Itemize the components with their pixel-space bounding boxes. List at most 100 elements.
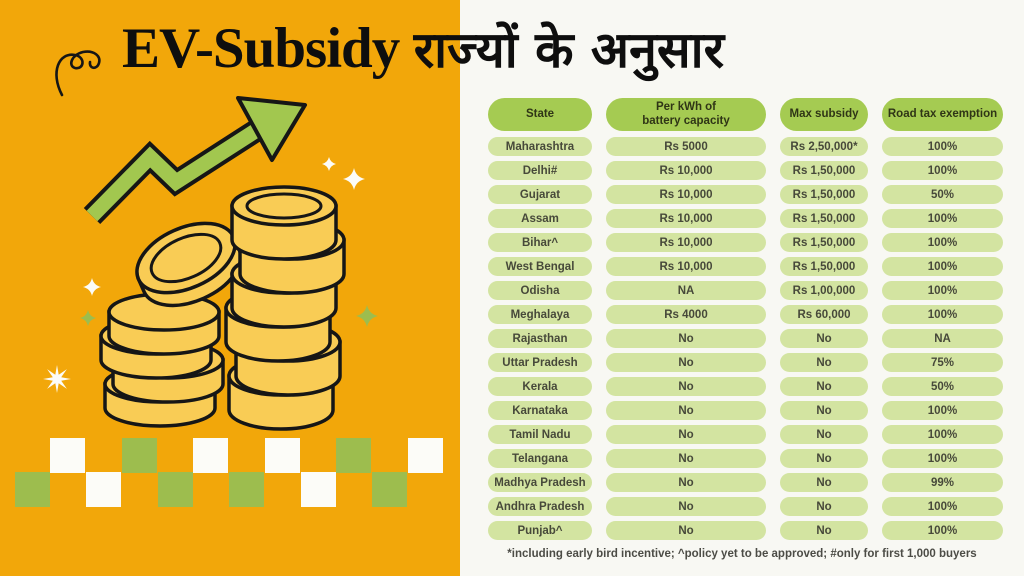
tilted-coin bbox=[135, 221, 243, 308]
table-row: Punjab^ No No 100% bbox=[488, 521, 1003, 540]
column-header: Road tax exemption bbox=[882, 98, 1003, 131]
value-cell: Rs 10,000 bbox=[606, 161, 766, 180]
value-cell: No bbox=[606, 377, 766, 396]
table-body: Maharashtra Rs 5000 Rs 2,50,000* 100% Delhi#… bbox=[488, 137, 1003, 540]
state-cell: West Bengal bbox=[488, 257, 592, 276]
value-cell: Rs 10,000 bbox=[606, 233, 766, 252]
state-cell: Uttar Pradesh bbox=[488, 353, 592, 372]
checker-square bbox=[301, 472, 336, 507]
value-cell: 100% bbox=[882, 401, 1003, 420]
page-title: EV-Subsidy राज्यों के अनुसार bbox=[122, 12, 724, 100]
value-cell: No bbox=[780, 473, 868, 492]
value-cell: No bbox=[606, 353, 766, 372]
title-hindi: राज्यों के अनुसार bbox=[413, 21, 725, 79]
value-cell: NA bbox=[882, 329, 1003, 348]
subsidy-table: State Per kWh of battery capacity Max subs… bbox=[488, 98, 1003, 545]
table-header-row: State Per kWh of battery capacity Max subs… bbox=[488, 98, 1003, 131]
value-cell: No bbox=[780, 377, 868, 396]
checker-square bbox=[158, 472, 193, 507]
checker-square bbox=[265, 438, 300, 473]
column-header: Max subsidy bbox=[780, 98, 868, 131]
value-cell: 100% bbox=[882, 425, 1003, 444]
table-row: Bihar^ Rs 10,000 Rs 1,50,000 100% bbox=[488, 233, 1003, 252]
state-cell: Assam bbox=[488, 209, 592, 228]
table-row: Delhi# Rs 10,000 Rs 1,50,000 100% bbox=[488, 161, 1003, 180]
sparkle-icon bbox=[80, 310, 96, 326]
value-cell: 100% bbox=[882, 233, 1003, 252]
title-english: EV-Subsidy bbox=[122, 17, 400, 80]
value-cell: Rs 1,50,000 bbox=[780, 185, 868, 204]
state-cell: Kerala bbox=[488, 377, 592, 396]
value-cell: Rs 1,50,000 bbox=[780, 209, 868, 228]
value-cell: 100% bbox=[882, 137, 1003, 156]
value-cell: 99% bbox=[882, 473, 1003, 492]
state-cell: Madhya Pradesh bbox=[488, 473, 592, 492]
value-cell: No bbox=[606, 497, 766, 516]
value-cell: 50% bbox=[882, 377, 1003, 396]
growth-arrow-icon bbox=[83, 96, 307, 225]
value-cell: Rs 1,50,000 bbox=[780, 257, 868, 276]
value-cell: 75% bbox=[882, 353, 1003, 372]
value-cell: No bbox=[606, 401, 766, 420]
checker-square bbox=[408, 438, 443, 473]
value-cell: No bbox=[606, 449, 766, 468]
checker-square bbox=[372, 472, 407, 507]
checker-square bbox=[122, 438, 157, 473]
coins-illustration bbox=[43, 50, 378, 431]
value-cell: NA bbox=[606, 281, 766, 300]
value-cell: Rs 10,000 bbox=[606, 209, 766, 228]
value-cell: Rs 10,000 bbox=[606, 185, 766, 204]
value-cell: 100% bbox=[882, 497, 1003, 516]
left-coin-stack bbox=[99, 292, 225, 428]
table-row: West Bengal Rs 10,000 Rs 1,50,000 100% bbox=[488, 257, 1003, 276]
column-header: Per kWh of battery capacity bbox=[606, 98, 766, 131]
state-cell: Telangana bbox=[488, 449, 592, 468]
value-cell: No bbox=[780, 425, 868, 444]
value-cell: 100% bbox=[882, 209, 1003, 228]
sparkle-icon bbox=[322, 157, 336, 171]
value-cell: 100% bbox=[882, 257, 1003, 276]
checker-square bbox=[86, 472, 121, 507]
value-cell: No bbox=[606, 425, 766, 444]
table-row: Madhya Pradesh No No 99% bbox=[488, 473, 1003, 492]
value-cell: 100% bbox=[882, 305, 1003, 324]
value-cell: No bbox=[780, 521, 868, 540]
value-cell: Rs 60,000 bbox=[780, 305, 868, 324]
starburst-icon bbox=[43, 365, 71, 393]
table-row: Gujarat Rs 10,000 Rs 1,50,000 50% bbox=[488, 185, 1003, 204]
table-footnote: *including early bird incentive; ^policy… bbox=[507, 548, 977, 560]
value-cell: Rs 1,50,000 bbox=[780, 233, 868, 252]
table-row: Meghalaya Rs 4000 Rs 60,000 100% bbox=[488, 305, 1003, 324]
right-coin-stack bbox=[224, 185, 346, 431]
value-cell: 100% bbox=[882, 449, 1003, 468]
column-header: State bbox=[488, 98, 592, 131]
state-cell: Punjab^ bbox=[488, 521, 592, 540]
value-cell: Rs 2,50,000* bbox=[780, 137, 868, 156]
value-cell: 50% bbox=[882, 185, 1003, 204]
state-cell: Meghalaya bbox=[488, 305, 592, 324]
sparkle-icon bbox=[83, 278, 101, 296]
state-cell: Rajasthan bbox=[488, 329, 592, 348]
state-cell: Karnataka bbox=[488, 401, 592, 420]
sparkle-icon bbox=[343, 168, 365, 190]
checker-square bbox=[229, 472, 264, 507]
value-cell: No bbox=[606, 473, 766, 492]
value-cell: Rs 5000 bbox=[606, 137, 766, 156]
value-cell: No bbox=[606, 329, 766, 348]
sparkle-icon bbox=[356, 305, 378, 327]
value-cell: No bbox=[780, 329, 868, 348]
table-row: Telangana No No 100% bbox=[488, 449, 1003, 468]
state-cell: Odisha bbox=[488, 281, 592, 300]
value-cell: Rs 10,000 bbox=[606, 257, 766, 276]
table-row: Tamil Nadu No No 100% bbox=[488, 425, 1003, 444]
state-cell: Bihar^ bbox=[488, 233, 592, 252]
table-row: Andhra Pradesh No No 100% bbox=[488, 497, 1003, 516]
table-row: Uttar Pradesh No No 75% bbox=[488, 353, 1003, 372]
table-row: Assam Rs 10,000 Rs 1,50,000 100% bbox=[488, 209, 1003, 228]
table-row: Kerala No No 50% bbox=[488, 377, 1003, 396]
value-cell: Rs 1,50,000 bbox=[780, 161, 868, 180]
value-cell: No bbox=[780, 353, 868, 372]
table-row: Karnataka No No 100% bbox=[488, 401, 1003, 420]
state-cell: Tamil Nadu bbox=[488, 425, 592, 444]
